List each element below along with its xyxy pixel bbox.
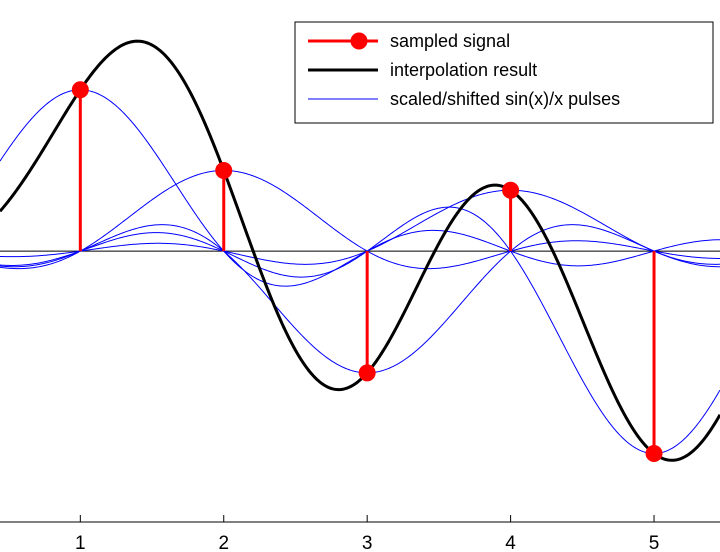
sample-point-3 bbox=[358, 364, 376, 382]
x-tick-label-3: 3 bbox=[362, 533, 373, 552]
sinc-pulse-2 bbox=[0, 169, 720, 270]
sample-point-1 bbox=[71, 81, 89, 99]
interpolation-result-line bbox=[0, 39, 720, 462]
x-tick-label-4: 4 bbox=[505, 533, 516, 552]
sinc-pulse-1 bbox=[0, 89, 720, 287]
legend-label-sampled-signal: sampled signal bbox=[390, 31, 510, 51]
sinc-pulse-series bbox=[0, 89, 720, 455]
legend-label-interpolation-result: interpolation result bbox=[390, 60, 537, 80]
sampled-signal-stems bbox=[71, 81, 663, 463]
sample-point-5 bbox=[645, 445, 663, 463]
sinc-pulse-5 bbox=[0, 206, 720, 455]
legend-marker-sampled-signal bbox=[350, 32, 368, 50]
x-tick-label-1: 1 bbox=[75, 533, 86, 552]
sinc-pulse-4 bbox=[0, 189, 720, 265]
sample-point-4 bbox=[502, 181, 520, 199]
plot-area bbox=[0, 39, 720, 463]
sample-point-2 bbox=[215, 161, 233, 179]
x-axis: 1 2 3 4 5 bbox=[0, 515, 720, 552]
x-tick-label-5: 5 bbox=[649, 533, 660, 552]
legend-label-sinc-pulses: scaled/shifted sin(x)/x pulses bbox=[390, 89, 620, 109]
legend: sampled signal interpolation result scal… bbox=[294, 21, 714, 124]
x-tick-label-2: 2 bbox=[218, 533, 229, 552]
